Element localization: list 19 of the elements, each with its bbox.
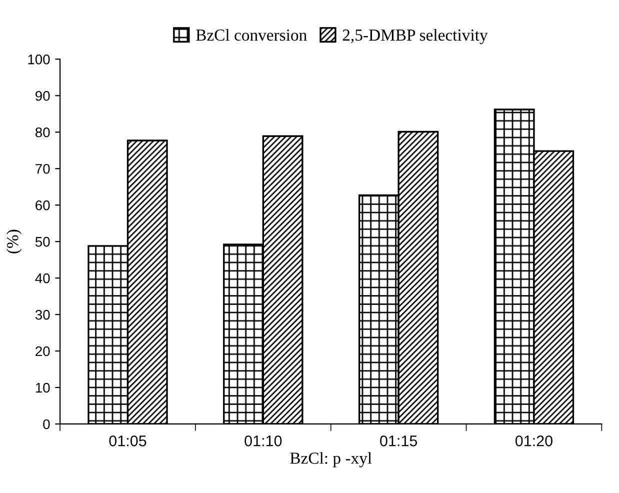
- y-axis-title: (%): [6, 230, 22, 254]
- legend-label: BzCl conversion: [196, 29, 307, 41]
- y-tick-label: 50: [35, 236, 50, 247]
- legend-label: 2,5-DMBP selectivity: [342, 29, 488, 44]
- y-tick-label: 80: [35, 127, 50, 138]
- x-tick-label: 01:20: [515, 435, 552, 446]
- x-axis-title: BzCl: p -xyl: [290, 452, 372, 468]
- x-tick-label: 01:05: [109, 435, 146, 446]
- y-tick-label: 60: [36, 200, 50, 210]
- y-tick-label: 40: [35, 273, 50, 284]
- y-tick-label: 70: [36, 164, 50, 174]
- y-tick-label: 30: [35, 310, 50, 320]
- y-tick-label: 20: [36, 346, 50, 356]
- y-tick-label: 100: [28, 54, 50, 64]
- x-tick-label: 01:10: [244, 435, 282, 446]
- y-tick-label: 90: [36, 90, 50, 101]
- y-tick-label: 10: [36, 382, 50, 393]
- x-tick-label: 01:15: [380, 435, 418, 446]
- y-tick-label: 0: [43, 419, 50, 430]
